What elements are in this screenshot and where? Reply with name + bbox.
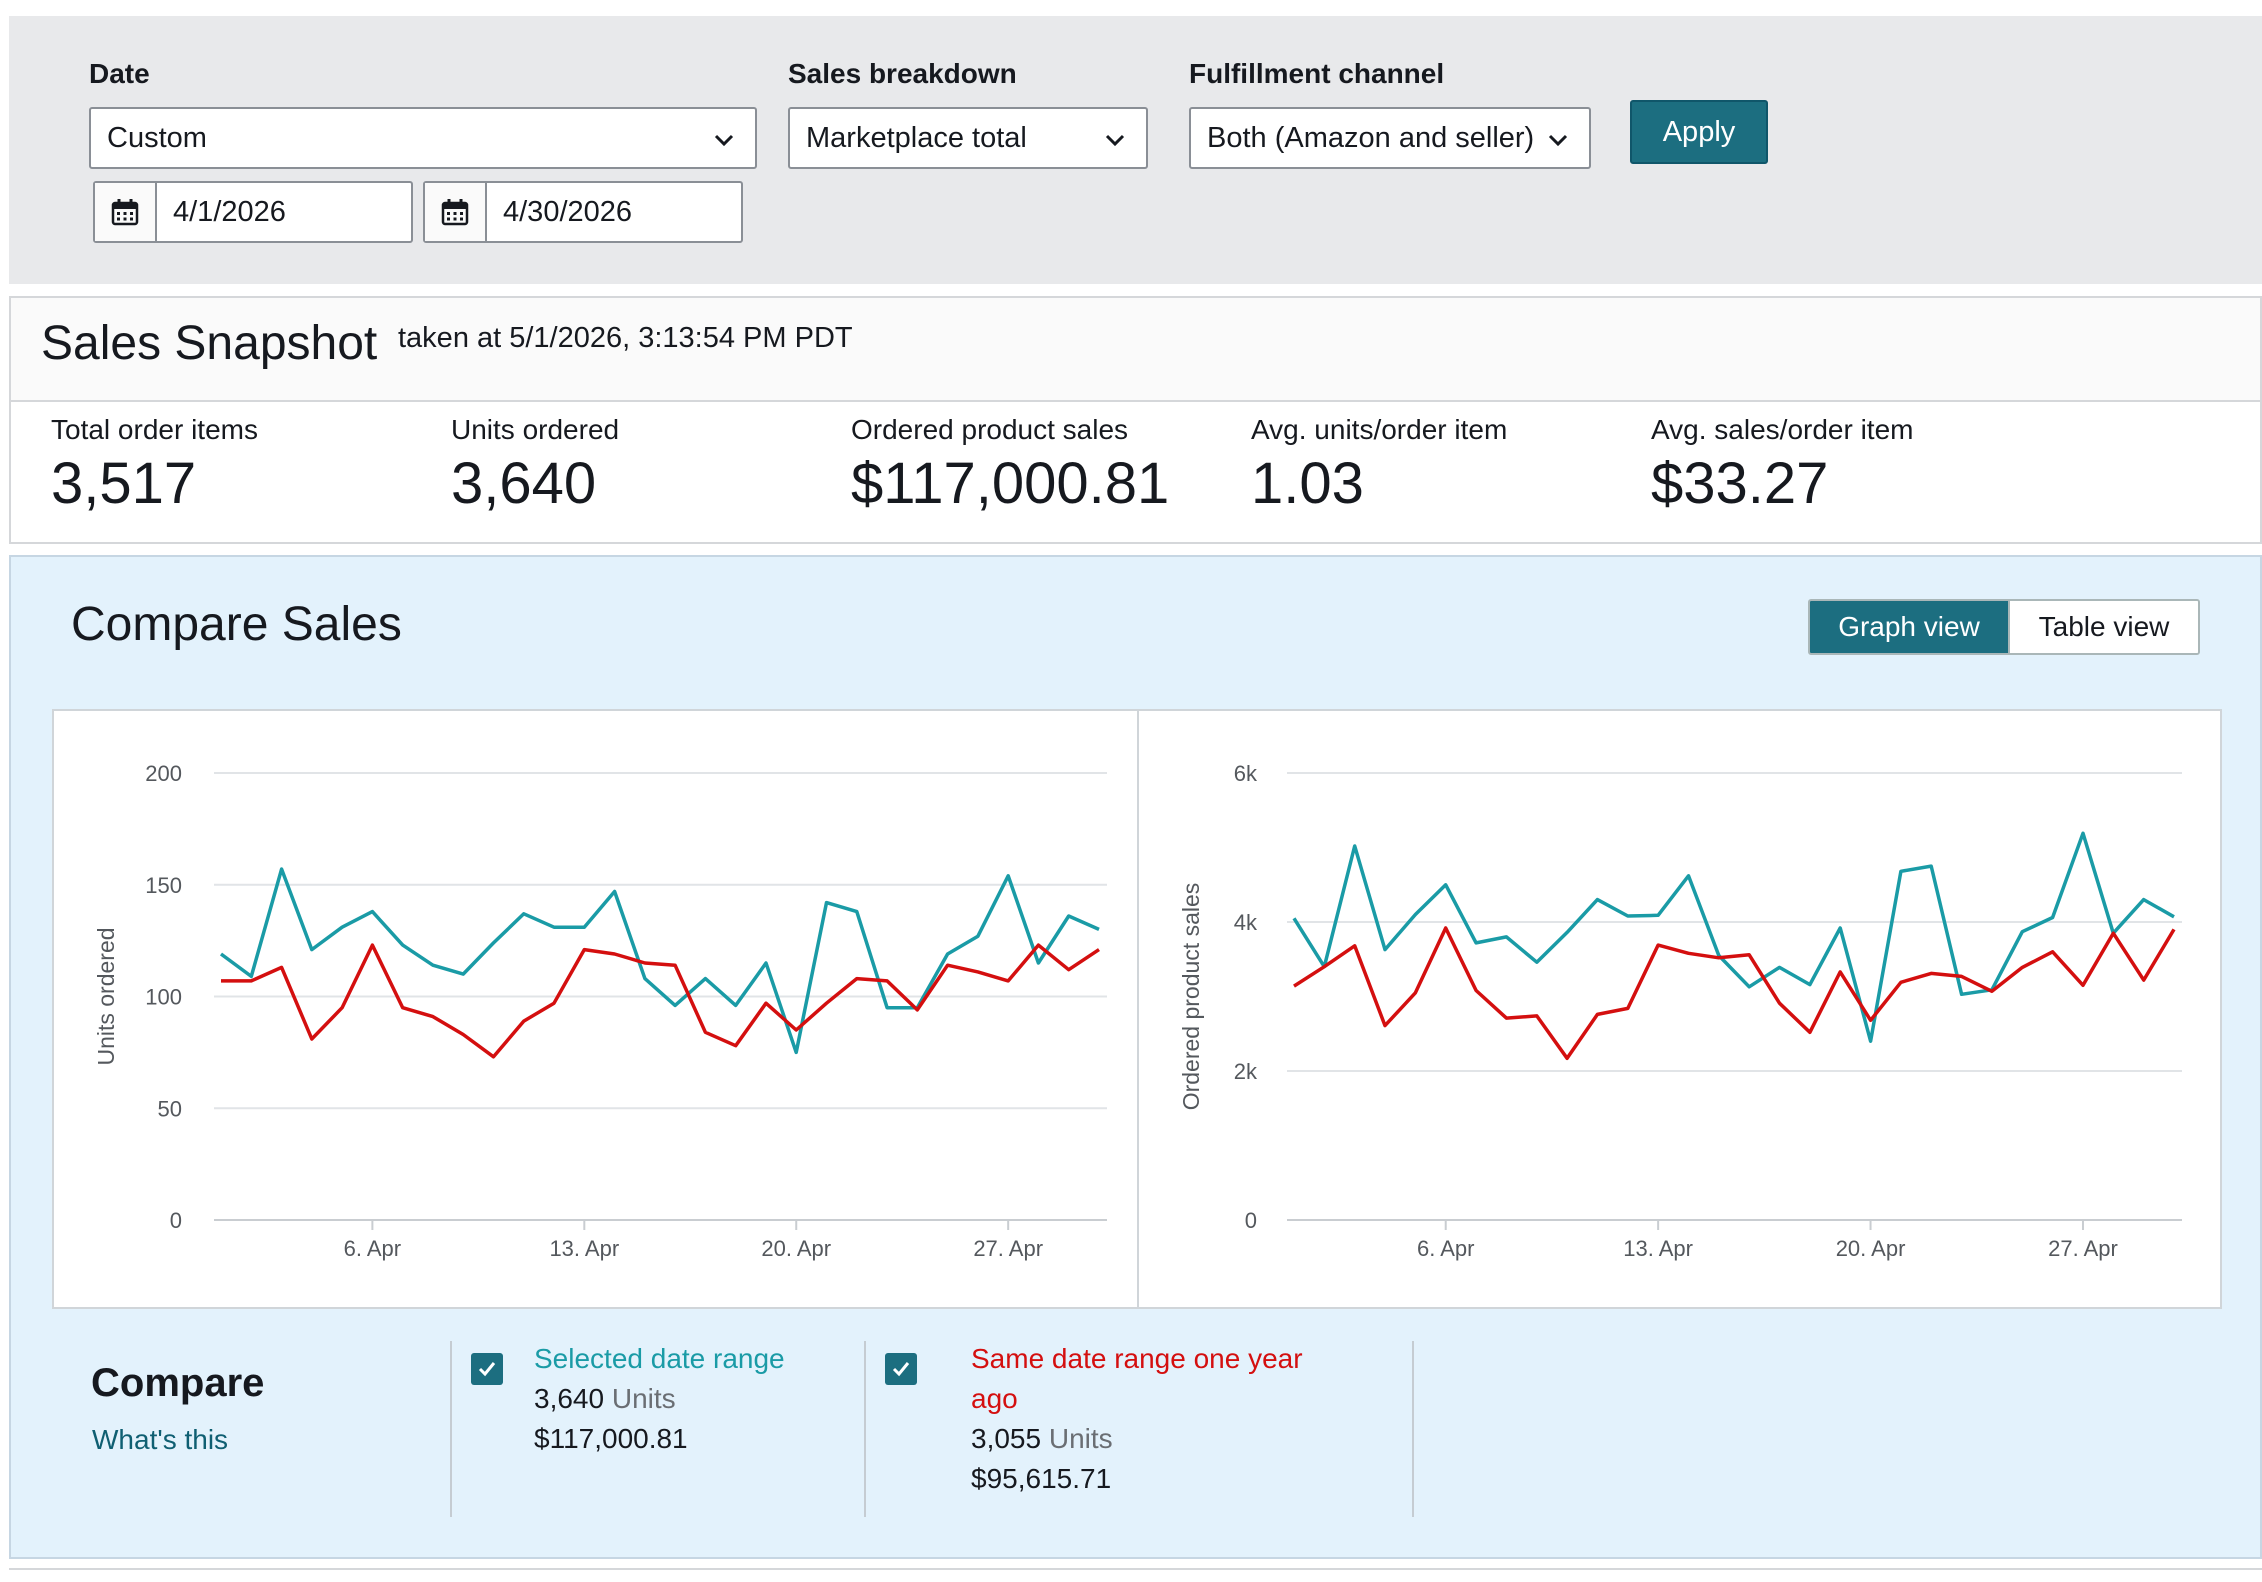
chart-divider: [1137, 711, 1139, 1307]
metric-label: Ordered product sales: [851, 414, 1129, 445]
x-tick-label: 20. Apr: [1836, 1236, 1906, 1261]
metric-ordered-product-sales: Ordered product sales $117,000.81: [851, 414, 1169, 517]
selected-range-units-line: 3,640 Units: [534, 1379, 785, 1419]
series-line-selected-range: [219, 867, 1100, 1055]
metric-value: $117,000.81: [851, 451, 1170, 516]
start-date-value: 4/1/2026: [173, 195, 286, 228]
metric-value: 3,640: [451, 451, 597, 516]
series-line-selected-range: [1292, 831, 2175, 1043]
graph-view-button[interactable]: Graph view: [1810, 601, 2008, 653]
selected-range-name: Selected date range: [534, 1343, 785, 1374]
legend-divider: [1412, 1341, 1414, 1517]
view-toggle: Graph view Table view: [1808, 599, 2200, 655]
previous-year-units-line: 3,055 Units: [971, 1419, 1303, 1459]
previous-year-sales: $95,615.71: [971, 1463, 1112, 1494]
x-tick-label: 13. Apr: [1623, 1236, 1693, 1261]
metric-units-ordered: Units ordered 3,640: [451, 414, 619, 517]
metric-label: Units ordered: [451, 414, 620, 445]
fulfillment-channel-label: Fulfillment channel: [1189, 58, 1445, 89]
snapshot-timestamp: taken at 5/1/2026, 3:13:54 PM PDT: [398, 322, 853, 354]
y-tick-label: 6k: [1234, 761, 1258, 786]
y-tick-label: 0: [170, 1208, 182, 1233]
y-tick-label: 0: [1245, 1208, 1257, 1233]
chevron-down-icon: [1548, 134, 1568, 147]
x-tick-label: 27. Apr: [2048, 1236, 2118, 1261]
selected-range-checkbox[interactable]: [471, 1353, 503, 1385]
metric-label: Avg. sales/order item: [1651, 414, 1914, 445]
x-tick-label: 20. Apr: [761, 1236, 831, 1261]
x-tick-label: 6. Apr: [1417, 1236, 1474, 1261]
date-range-value: Custom: [107, 121, 207, 154]
sales-breakdown-label: Sales breakdown: [788, 58, 1017, 89]
metric-total-order-items: Total order items 3,517: [51, 414, 258, 517]
x-tick-label: 6. Apr: [344, 1236, 401, 1261]
snapshot-title: Sales Snapshot: [41, 317, 378, 370]
whats-this-link[interactable]: What's this: [92, 1424, 229, 1455]
x-tick-label: 13. Apr: [549, 1236, 619, 1261]
fulfillment-channel-value: Both (Amazon and seller): [1207, 121, 1535, 154]
table-view-button[interactable]: Table view: [2008, 601, 2198, 653]
x-tick-label: 27. Apr: [973, 1236, 1043, 1261]
metric-value: 1.03: [1251, 451, 1364, 516]
metric-avg-units-per-order-item: Avg. units/order item 1.03: [1251, 414, 1507, 517]
units-label: Units: [611, 1383, 676, 1414]
previous-year-name-line2: ago: [971, 1383, 1018, 1414]
previous-year-units: 3,055: [971, 1423, 1042, 1454]
previous-year-checkbox[interactable]: [885, 1353, 917, 1385]
end-date-field[interactable]: 4/30/2026: [423, 181, 743, 243]
metric-value: 3,517: [51, 451, 197, 516]
end-date-value: 4/30/2026: [503, 195, 633, 228]
chevron-down-icon: [1105, 134, 1125, 147]
snapshot-header: Sales Snapshot taken at 5/1/2026, 3:13:5…: [11, 298, 2260, 402]
y-tick-label: 100: [145, 985, 182, 1010]
compare-legend-title: Compare: [91, 1361, 265, 1405]
units-ordered-chart: 0 50 100 150 200 6. Apr 13. Apr 20. Apr 27. Apr U…: [93, 761, 1107, 1261]
sales-snapshot-panel: Sales Snapshot taken at 5/1/2026, 3:13:5…: [9, 296, 2262, 544]
series-line-previous-year: [221, 943, 1100, 1059]
previous-year-name-line1: Same date range one year: [971, 1343, 1303, 1374]
legend-divider: [450, 1341, 452, 1517]
y-tick-label: 50: [158, 1096, 182, 1121]
y-tick-label: 150: [145, 873, 182, 898]
y-tick-label: 2k: [1234, 1059, 1258, 1084]
ordered-product-sales-chart: 0 2k 4k 6k 6. Apr 13. Apr 20. Apr 27. Apr Ordere…: [1178, 761, 2182, 1261]
compare-sales-panel: Compare Sales Graph view Table view 0 50 1…: [9, 555, 2262, 1559]
chevron-down-icon: [714, 134, 734, 147]
y-axis-title: Units ordered: [93, 927, 119, 1065]
calendar-icon[interactable]: [425, 183, 487, 241]
legend-divider: [864, 1341, 866, 1517]
compare-sales-title: Compare Sales: [71, 598, 402, 651]
fulfillment-channel-select[interactable]: Both (Amazon and seller): [1189, 107, 1591, 169]
metric-label: Total order items: [51, 414, 258, 445]
y-axis-title: Ordered product sales: [1178, 883, 1204, 1111]
series-line-previous-year: [1293, 926, 2176, 1061]
metric-label: Avg. units/order item: [1251, 414, 1508, 445]
selected-range-legend: Selected date range 3,640 Units $117,000…: [534, 1339, 785, 1459]
metric-value: $33.27: [1651, 451, 1829, 516]
start-date-field[interactable]: 4/1/2026: [93, 181, 413, 243]
sales-breakdown-value: Marketplace total: [806, 121, 1027, 154]
selected-range-units: 3,640: [534, 1383, 605, 1414]
calendar-icon[interactable]: [95, 183, 157, 241]
next-panel-edge: [9, 1568, 2262, 1582]
apply-button[interactable]: Apply: [1630, 100, 1768, 164]
filter-bar: Date Custom 4/1/2026 4/30/2026 Sales bre…: [9, 16, 2262, 284]
charts-container: 0 50 100 150 200 6. Apr 13. Apr 20. Apr 27. Apr U…: [52, 709, 2222, 1309]
y-tick-label: 4k: [1234, 910, 1258, 935]
metric-avg-sales-per-order-item: Avg. sales/order item $33.27: [1651, 414, 1914, 517]
units-label: Units: [1048, 1423, 1113, 1454]
selected-range-sales: $117,000.81: [534, 1423, 688, 1454]
previous-year-legend: Same date range one year ago 3,055 Units…: [971, 1339, 1303, 1499]
sales-breakdown-select[interactable]: Marketplace total: [788, 107, 1148, 169]
check-icon: [892, 1362, 910, 1377]
date-label: Date: [89, 58, 150, 89]
y-tick-label: 200: [145, 761, 182, 786]
compare-legend: Compare What's this Selected date range …: [11, 1329, 2260, 1559]
check-icon: [478, 1362, 496, 1377]
date-range-select[interactable]: Custom: [89, 107, 757, 169]
